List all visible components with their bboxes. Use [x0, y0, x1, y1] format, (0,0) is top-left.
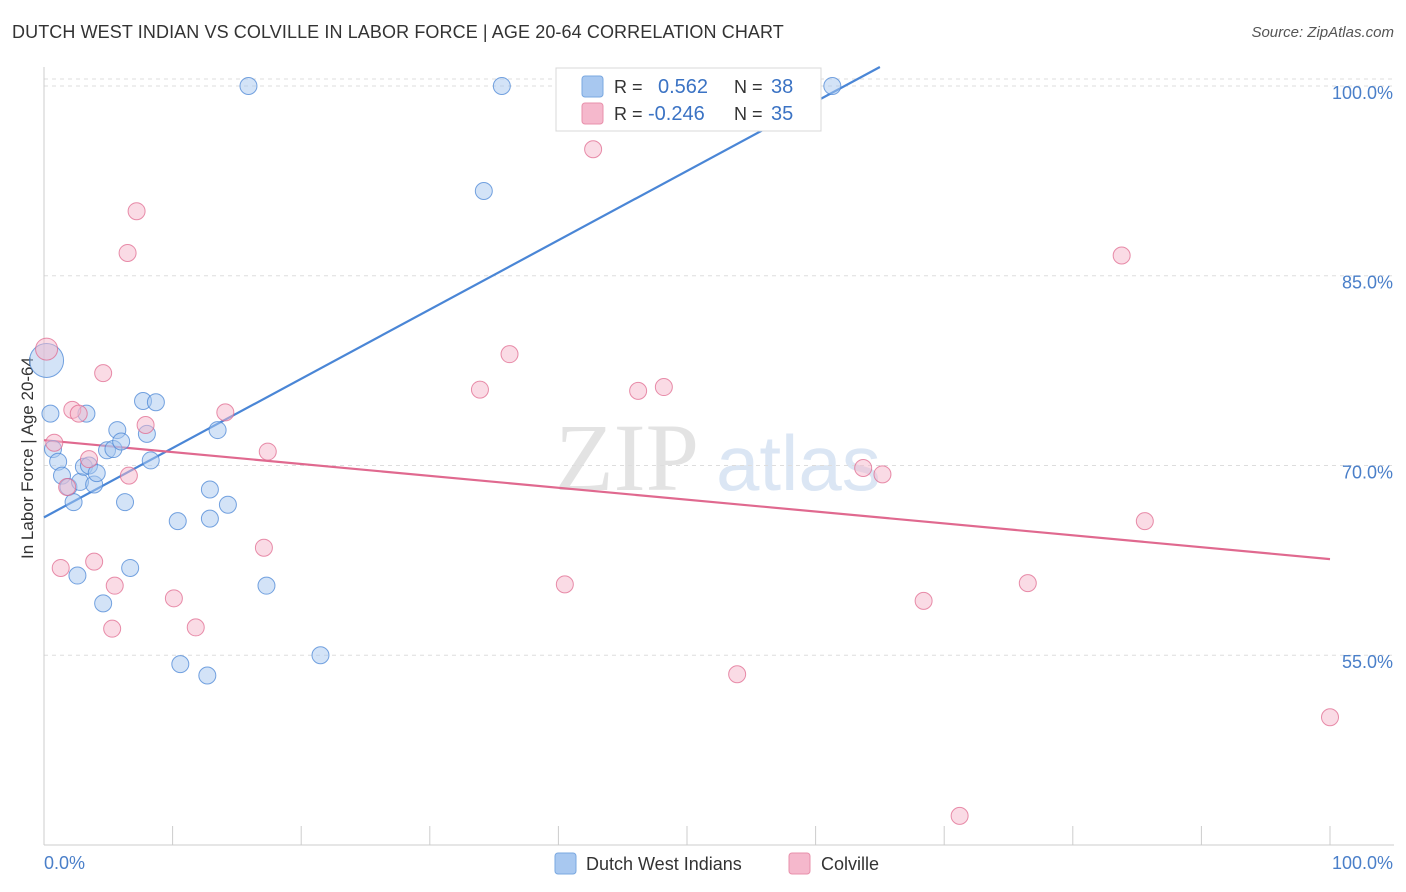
legend-r-value-1: 0.562	[658, 76, 708, 98]
point-dutch-west-indians-25	[168, 512, 187, 531]
point-colville-9	[103, 619, 122, 638]
legend-r-label-1: R =	[614, 77, 643, 97]
point-colville-22	[555, 575, 574, 594]
point-colville-18	[254, 538, 273, 557]
point-colville-16	[186, 618, 205, 637]
legend-bottom-label-1: Dutch West Indians	[586, 854, 742, 874]
point-colville-13	[127, 202, 146, 221]
point-dutch-west-indians-1	[41, 404, 60, 423]
point-colville-8	[94, 364, 113, 383]
point-dutch-west-indians-27	[198, 666, 217, 685]
legend-r-value-2: -0.246	[648, 103, 705, 125]
point-dutch-west-indians-6	[64, 493, 83, 512]
legend-swatch-blue	[581, 75, 604, 98]
point-dutch-west-indians-34	[311, 646, 330, 665]
y-tick-label-3: 100.0%	[1332, 83, 1393, 103]
point-colville-1	[45, 433, 64, 452]
point-dutch-west-indians-31	[218, 495, 237, 514]
point-colville-25	[654, 378, 673, 397]
trend-line-2	[43, 439, 1331, 561]
source-credit: Source: ZipAtlas.com	[1251, 24, 1394, 41]
point-colville-34	[1321, 708, 1339, 727]
point-colville-33	[1135, 512, 1154, 531]
trend-lines	[43, 66, 1331, 561]
point-dutch-west-indians-36	[492, 76, 511, 95]
y-tick-label-2: 85.0%	[1342, 273, 1393, 293]
data-points	[29, 76, 1339, 825]
point-colville-31	[1018, 574, 1037, 593]
point-dutch-west-indians-33	[257, 576, 276, 595]
legend-r-label-2: R =	[614, 104, 643, 124]
point-colville-27	[854, 459, 873, 478]
point-dutch-west-indians-13	[87, 464, 106, 483]
point-colville-12	[119, 466, 138, 485]
point-colville-30	[950, 806, 969, 825]
point-colville-15	[164, 589, 183, 608]
point-colville-26	[728, 665, 747, 684]
y-tick-labels: 55.0% 70.0% 85.0% 100.0%	[1332, 83, 1393, 672]
legend-bottom-swatch-blue	[554, 852, 577, 875]
point-dutch-west-indians-20	[121, 558, 140, 577]
point-colville-3	[58, 477, 77, 496]
point-dutch-west-indians-29	[200, 509, 219, 528]
legend-top: R = 0.562 N = 38 R = -0.246 N = 35	[555, 67, 822, 132]
point-colville-23	[584, 140, 603, 159]
point-colville-28	[873, 465, 892, 484]
point-colville-19	[258, 442, 277, 461]
point-dutch-west-indians-32	[239, 76, 258, 95]
point-colville-7	[85, 552, 104, 571]
point-colville-6	[80, 450, 99, 469]
point-dutch-west-indians-18	[112, 432, 131, 451]
point-colville-20	[470, 380, 489, 399]
point-dutch-west-indians-26	[171, 655, 190, 674]
chart-title: DUTCH WEST INDIAN VS COLVILLE IN LABOR F…	[12, 22, 784, 42]
point-dutch-west-indians-37	[823, 76, 842, 95]
point-dutch-west-indians-7	[68, 566, 87, 585]
point-dutch-west-indians-28	[200, 480, 219, 499]
watermark: ZIP atlas	[555, 404, 881, 511]
point-colville-10	[105, 576, 124, 595]
point-colville-2	[51, 558, 70, 577]
legend-bottom-label-2: Colville	[821, 854, 879, 874]
axes	[43, 67, 1394, 846]
x-tick-label-0: 0.0%	[44, 853, 85, 873]
legend-swatch-pink	[581, 102, 604, 125]
point-dutch-west-indians-35	[474, 181, 493, 200]
point-dutch-west-indians-19	[116, 493, 135, 512]
trend-line-1	[43, 66, 881, 519]
point-colville-0	[35, 337, 59, 361]
legend-n-value-2: 35	[771, 103, 793, 125]
point-dutch-west-indians-30	[208, 421, 227, 440]
point-colville-32	[1112, 246, 1131, 265]
point-colville-21	[500, 345, 519, 364]
point-colville-17	[216, 403, 235, 422]
x-tick-label-1: 100.0%	[1332, 853, 1393, 873]
y-tick-label-0: 55.0%	[1342, 652, 1393, 672]
point-dutch-west-indians-24	[146, 393, 165, 412]
legend-n-value-1: 38	[771, 76, 793, 98]
y-tick-label-1: 70.0%	[1342, 462, 1393, 482]
gridlines	[44, 78, 1394, 656]
point-colville-5	[69, 404, 88, 423]
point-colville-14	[136, 416, 155, 435]
legend-n-label-2: N =	[734, 104, 763, 124]
point-colville-24	[629, 381, 648, 400]
x-tick-labels: 0.0% 100.0%	[44, 853, 1393, 873]
point-dutch-west-indians-14	[94, 594, 113, 613]
point-dutch-west-indians-23	[141, 451, 160, 470]
legend-bottom-swatch-pink	[788, 852, 811, 875]
point-colville-11	[118, 243, 137, 262]
watermark-atlas: atlas	[716, 419, 881, 507]
point-colville-29	[914, 591, 933, 610]
legend-n-label-1: N =	[734, 77, 763, 97]
legend-bottom: Dutch West Indians Colville	[554, 852, 879, 875]
